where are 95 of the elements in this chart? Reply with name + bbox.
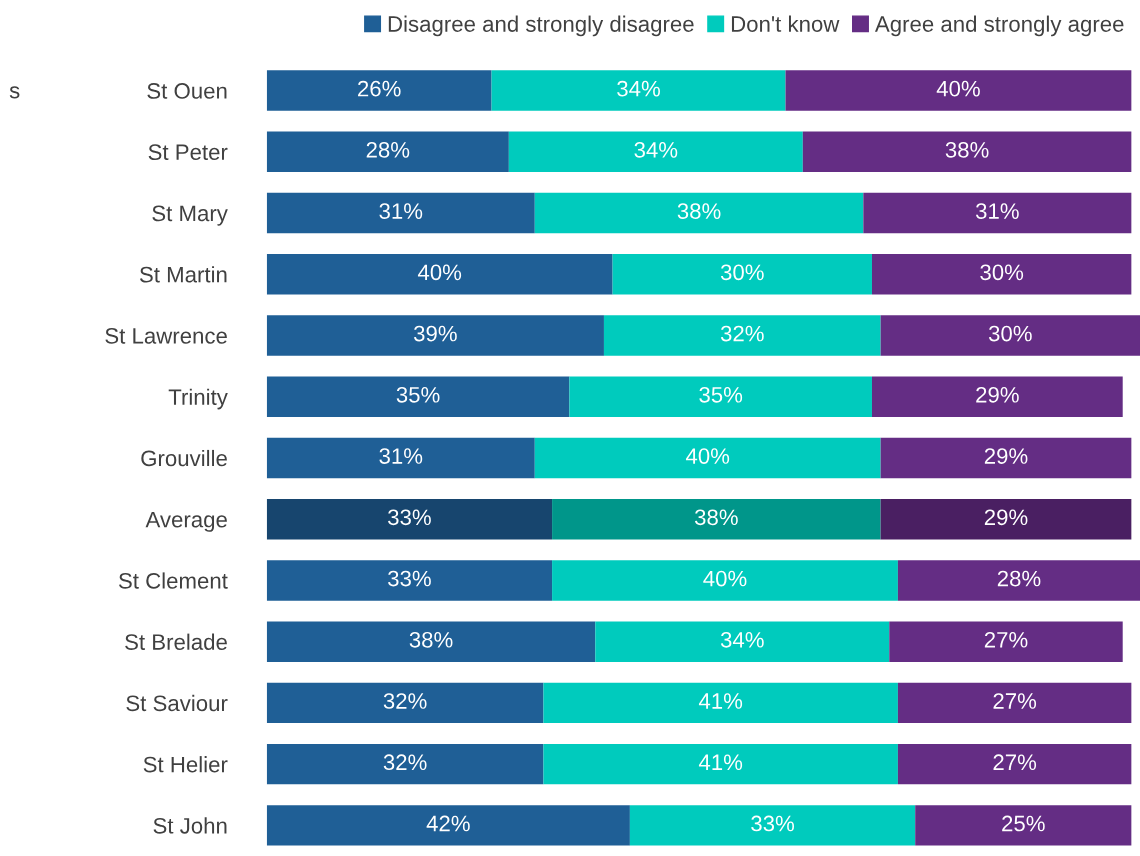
data-label: 33%	[751, 815, 794, 832]
data-label: 28%	[997, 570, 1041, 587]
bar	[871, 376, 1123, 417]
data-label: 30%	[988, 325, 1032, 342]
data-label: 32%	[383, 693, 427, 709]
data-label: 30%	[980, 264, 1024, 281]
data-label: 30%	[720, 264, 764, 281]
bar	[266, 315, 604, 356]
bar	[552, 560, 898, 601]
y-tick-label: St Ouen	[147, 83, 227, 99]
bar	[603, 315, 881, 356]
data-label: 27%	[984, 631, 1028, 648]
bar	[266, 743, 544, 785]
data-label: 32%	[720, 325, 764, 342]
data-label: 40%	[936, 80, 980, 97]
bar	[266, 437, 535, 479]
y-tick-label: St Mary	[152, 205, 228, 226]
bar	[612, 254, 872, 295]
bar	[508, 131, 803, 172]
data-label: 34%	[720, 631, 764, 648]
data-label: 38%	[677, 203, 721, 219]
data-label: 28%	[366, 142, 410, 158]
data-label: 25%	[1002, 815, 1045, 832]
bar	[552, 498, 881, 540]
data-label: 27%	[993, 754, 1037, 771]
data-label: 35%	[699, 386, 743, 403]
y-tick-label: St Saviour	[126, 694, 228, 712]
data-label: 39%	[413, 325, 457, 342]
y-tick-label: St Brelade	[125, 633, 227, 650]
legend-label: Agree and strongly agree	[874, 15, 1124, 37]
bar	[880, 437, 1132, 479]
data-label: 31%	[379, 203, 423, 219]
bar	[897, 743, 1132, 785]
data-label: 34%	[617, 80, 660, 97]
y-tick-label: St Helier	[143, 756, 228, 773]
bar	[629, 805, 916, 846]
bar	[785, 70, 1132, 111]
data-label: 34%	[634, 142, 678, 158]
data-label: 29%	[984, 509, 1028, 526]
data-label: 40%	[685, 448, 730, 464]
bar	[880, 315, 1140, 356]
y-tick-label: Grouville	[141, 449, 227, 467]
data-label: 41%	[698, 693, 743, 709]
data-label: 40%	[703, 570, 747, 587]
y-tick-label: St Clement	[118, 572, 228, 589]
data-label: 38%	[409, 631, 453, 648]
data-label: 42%	[426, 815, 470, 832]
data-label: 40%	[417, 264, 462, 281]
bar	[266, 682, 544, 724]
y-tick-label: Average	[145, 511, 227, 532]
bar	[534, 192, 864, 234]
bar	[266, 376, 570, 417]
bar	[266, 70, 492, 111]
text: s	[9, 86, 20, 99]
bar	[266, 560, 553, 601]
data-label: 29%	[976, 386, 1019, 403]
data-label: 38%	[694, 509, 738, 526]
bar	[915, 805, 1132, 846]
bar	[569, 376, 872, 417]
data-label: 31%	[975, 203, 1019, 219]
bar	[266, 192, 535, 234]
y-tick-label: St Lawrence	[105, 328, 227, 344]
bar	[543, 743, 898, 785]
bar	[266, 621, 596, 662]
data-label: 41%	[698, 754, 743, 771]
bar	[889, 621, 1123, 662]
bar	[880, 498, 1132, 540]
data-label: 31%	[379, 448, 423, 464]
bar	[897, 560, 1140, 601]
bar	[595, 621, 890, 662]
bar	[863, 192, 1132, 234]
bar	[266, 254, 613, 295]
legend-label: Disagree and strongly disagree	[388, 15, 694, 37]
data-label: 33%	[388, 509, 431, 526]
bar	[266, 498, 553, 540]
data-label: 26%	[358, 80, 401, 97]
data-label: 33%	[388, 570, 431, 587]
y-tick-label: St Peter	[148, 144, 228, 161]
bar	[871, 254, 1132, 295]
bar	[897, 682, 1132, 724]
legend-label: Don't know	[731, 15, 840, 32]
y-tick-label: St Martin	[139, 266, 227, 283]
bar	[491, 70, 786, 111]
data-label: 32%	[383, 754, 427, 771]
bar	[534, 437, 881, 479]
data-label: 38%	[945, 142, 989, 158]
bar	[543, 682, 898, 724]
data-label: 35%	[396, 386, 440, 403]
data-label: 29%	[984, 448, 1028, 464]
data-label: 27%	[993, 693, 1037, 709]
y-tick-label: Trinity	[168, 388, 228, 410]
bar	[802, 131, 1132, 172]
bar	[266, 805, 630, 846]
bar	[266, 131, 509, 172]
y-tick-label: St John	[153, 817, 227, 834]
